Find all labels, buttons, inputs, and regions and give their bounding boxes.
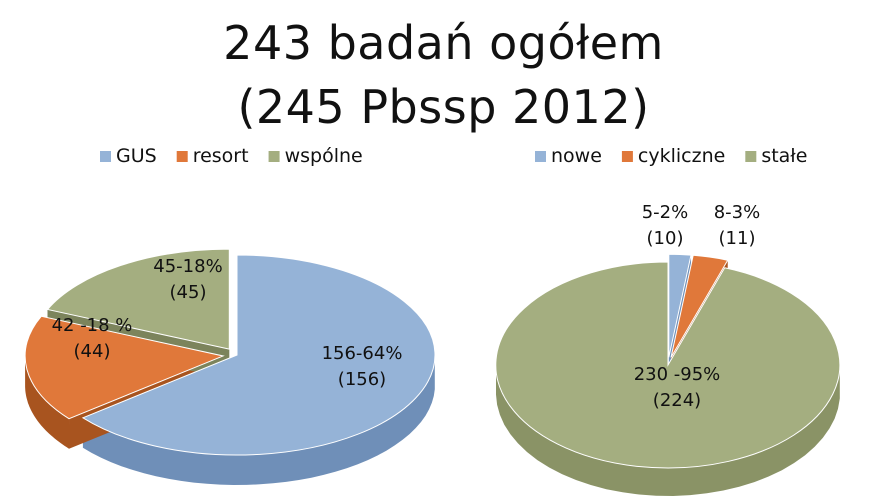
- legend-label: wspólne: [285, 145, 363, 167]
- legend-item: nowe: [535, 145, 602, 167]
- legend-item: wspólne: [268, 145, 363, 167]
- data-label-count: (45): [170, 282, 207, 303]
- chart-title-line2: (245 Pbssp 2012): [237, 80, 650, 134]
- legend-swatch: [176, 151, 188, 162]
- legend-item: resort: [176, 145, 249, 167]
- data-label: 156-64%: [322, 343, 403, 364]
- data-label: 45-18%: [153, 256, 222, 277]
- pie-slice-nowe: [668, 253, 692, 358]
- legend-label: resort: [193, 145, 249, 167]
- pie-slice-side: [496, 366, 840, 496]
- data-label: 42 -18 %: [52, 315, 133, 336]
- data-label: 230 -95%: [634, 364, 721, 385]
- legend-label: cykliczne: [638, 145, 725, 167]
- pie-slice-resort: [24, 315, 225, 420]
- legend-item: cykliczne: [621, 145, 725, 167]
- pie-chart-1: GUS resort wspólne 156-64% (156) 42 -18 % (44)…: [24, 145, 436, 485]
- data-label-count: (10): [647, 228, 684, 249]
- data-label: 5-2%: [642, 202, 689, 223]
- pie-chart-2: nowe cykliczne stałe 5-2% (10) 8-3% (11) 230 -9…: [495, 145, 841, 496]
- legend-label: nowe: [551, 145, 602, 167]
- data-label-count: (224): [653, 390, 701, 411]
- legend-swatch: [745, 151, 757, 162]
- legend-swatch: [268, 151, 280, 162]
- pie-slice-side: [82, 359, 435, 485]
- pie-slice-wspólne: [46, 248, 230, 350]
- legend-label: GUS: [116, 145, 157, 167]
- legend-swatch: [100, 151, 111, 162]
- chart-title-line1: 243 badań ogółem: [223, 16, 664, 70]
- pie-slice-GUS: [81, 254, 436, 456]
- data-label-count: (44): [74, 341, 111, 362]
- legend-swatch: [535, 151, 546, 162]
- legend-item: stałe: [745, 145, 807, 167]
- legend-item: GUS: [100, 145, 157, 167]
- pie-slice-cykliczne: [670, 254, 729, 358]
- pie-slice-stałe: [495, 261, 841, 469]
- legend-label: stałe: [761, 145, 807, 167]
- data-label: 8-3%: [714, 202, 761, 223]
- data-label-count: (11): [719, 228, 756, 249]
- legend-swatch: [621, 151, 633, 162]
- data-label-count: (156): [338, 369, 386, 390]
